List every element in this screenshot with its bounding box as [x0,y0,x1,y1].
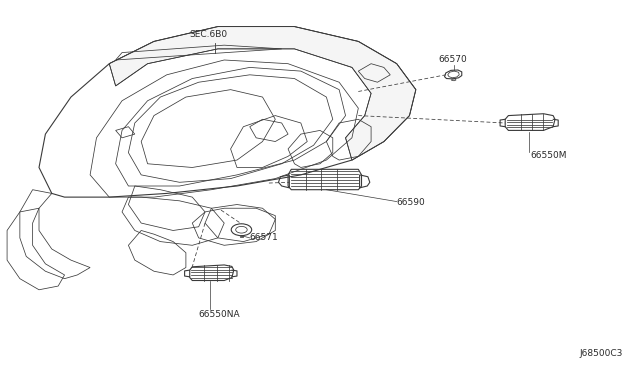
Text: 66550M: 66550M [531,151,567,160]
Text: 66550NA: 66550NA [198,310,240,319]
Text: SEC.6B0: SEC.6B0 [189,30,227,39]
Polygon shape [109,27,416,160]
Text: 66590: 66590 [397,198,426,207]
Text: J68500C3: J68500C3 [580,349,623,358]
Text: 66570: 66570 [438,55,467,64]
Text: 66571: 66571 [250,233,278,243]
